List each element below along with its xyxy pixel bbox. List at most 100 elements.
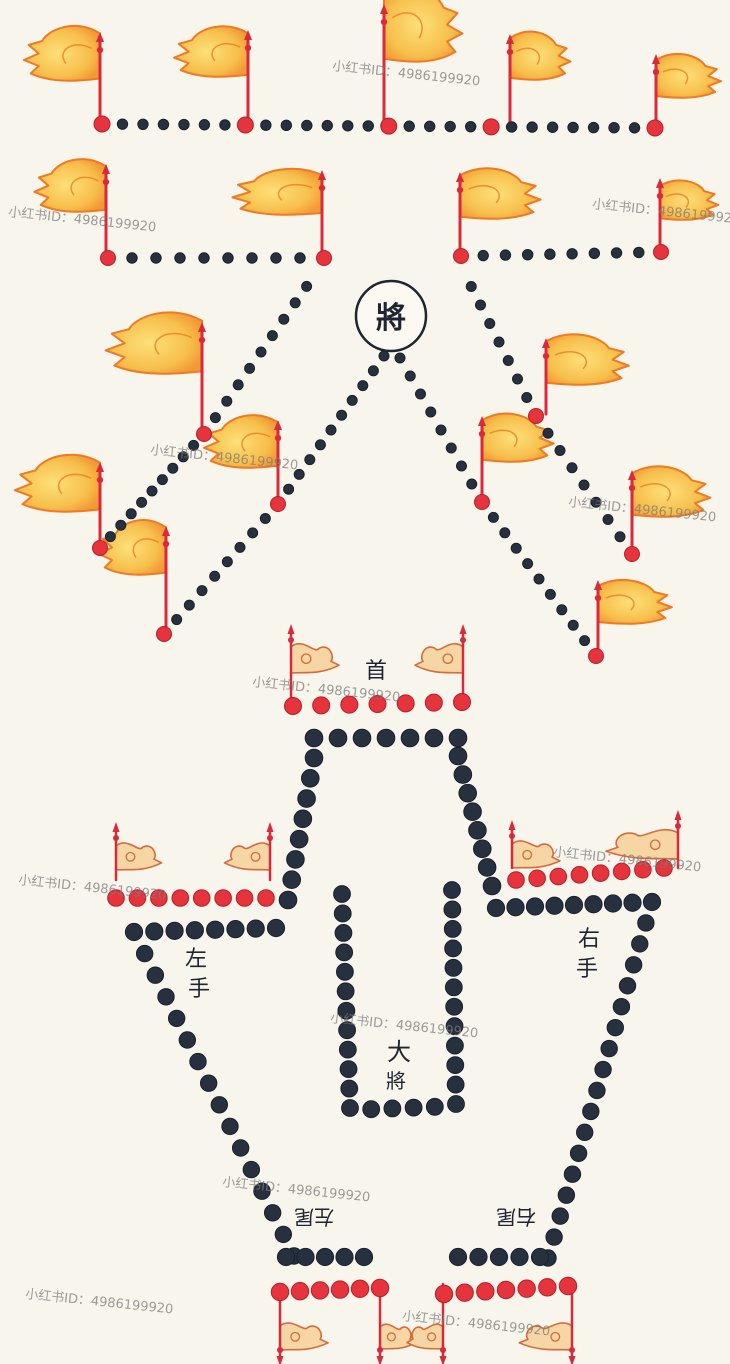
flag-tip [542, 338, 550, 348]
soldier-dot [340, 1079, 359, 1098]
soldier-dot [564, 895, 584, 915]
soldier-dot [124, 922, 144, 942]
red-dot [655, 859, 673, 877]
flame-flag-cloth [231, 167, 323, 216]
red-dot [196, 426, 212, 442]
soldier-dot [444, 978, 463, 997]
flag-tip [656, 178, 664, 188]
flame-flag-swirl [640, 483, 671, 502]
flame-flag [628, 465, 712, 554]
flag-knob [198, 336, 206, 344]
flame-flag-cloth [545, 333, 630, 386]
soldier-dot [226, 920, 245, 939]
flame-flag [656, 178, 720, 250]
soldier-dot [246, 252, 258, 264]
soldier-dot [618, 977, 637, 995]
soldier-dot [443, 920, 462, 938]
soldier-dot [336, 409, 348, 421]
red-dot [482, 118, 500, 136]
cloud-flag-swirl [300, 653, 312, 665]
flame-flag-swirl [554, 351, 587, 370]
red-dot [588, 648, 604, 664]
red-dot [150, 889, 168, 907]
soldier-dot [362, 1100, 381, 1119]
red-dot [312, 696, 331, 715]
soldier-dot [448, 728, 468, 748]
soldier-dot [260, 119, 272, 131]
soldier-dot [137, 118, 149, 130]
soldier-dot [444, 958, 463, 977]
general-circle [354, 279, 428, 353]
soldier-dot [493, 336, 505, 348]
cloud-flag-cloth [115, 842, 163, 871]
soldier-dot [608, 122, 620, 134]
flag-knob [274, 434, 282, 442]
general-label: 將 [376, 301, 406, 336]
flag-tip [112, 822, 120, 832]
soldier-dot [304, 748, 324, 768]
cloud-flag-swirl [442, 653, 454, 665]
red-dot [156, 626, 172, 642]
watermark: 小红书ID：4986199920 [18, 872, 167, 903]
left-hand-label-top: 左 [185, 947, 207, 972]
soldier-dot [603, 894, 623, 913]
soldier-dot [335, 1247, 354, 1267]
soldier-dot [587, 121, 600, 134]
cloud-flag [605, 810, 682, 870]
watermark: 小红书ID：4986199920 [332, 58, 481, 89]
soldier-dot [403, 120, 415, 132]
flame-flag-swirl [57, 473, 92, 495]
cloud-flag-swirl [649, 839, 661, 851]
soldier-dot [304, 454, 316, 466]
soldier-dot [278, 313, 290, 325]
soldier-dot [477, 858, 497, 877]
soldier-dot [341, 1099, 359, 1117]
soldier-dot [554, 445, 566, 456]
flag-knob [569, 1347, 575, 1353]
flag-knob [318, 184, 326, 192]
soldier-dot [150, 252, 162, 264]
soldier-dot [404, 370, 416, 382]
soldier-dot [487, 511, 499, 523]
flame-flag-swirl [605, 594, 635, 611]
soldier-dot [472, 839, 492, 859]
right-hand-label-top: 右 [578, 927, 600, 952]
soldier-dot [566, 462, 578, 474]
cloud-flag-swirl [125, 851, 136, 862]
cloud-flag-cloth [406, 1323, 444, 1350]
red-dot [528, 408, 544, 424]
soldier-dot [253, 1182, 271, 1200]
soldier-dot [177, 451, 189, 463]
watermark: 小红书ID：4986199920 [25, 1286, 174, 1317]
soldier-dot [136, 496, 148, 508]
cloud-flag-cloth [290, 642, 340, 674]
soldier-dot [533, 573, 545, 585]
soldier-dot [146, 485, 158, 497]
soldier-dot [606, 1018, 624, 1037]
right-hand-label-bottom: 手 [576, 957, 598, 982]
flame-flag [22, 25, 104, 124]
flag-knob [675, 823, 681, 829]
soldier-dot [602, 514, 614, 525]
soldier-dot [336, 982, 355, 1001]
red-dot [517, 1279, 536, 1298]
flag-tip [506, 34, 514, 44]
red-dot [396, 694, 415, 713]
flag-tip [674, 810, 682, 820]
soldier-dot [545, 896, 564, 915]
red-dot [646, 119, 664, 137]
red-dot [538, 1278, 557, 1297]
soldier-dot [448, 1247, 468, 1267]
soldier-dot [210, 1096, 229, 1114]
soldier-dot [445, 997, 464, 1016]
red-dot [92, 540, 108, 556]
flame-flag-swirl [489, 429, 518, 448]
red-dot [93, 115, 111, 133]
flame-flag-swirl [516, 47, 541, 66]
flag-tip [96, 462, 104, 472]
soldier-dot [198, 119, 211, 131]
soldier-dot [469, 1247, 488, 1267]
cloud-flag-swirl [386, 1332, 397, 1342]
soldier-dot [125, 508, 137, 520]
